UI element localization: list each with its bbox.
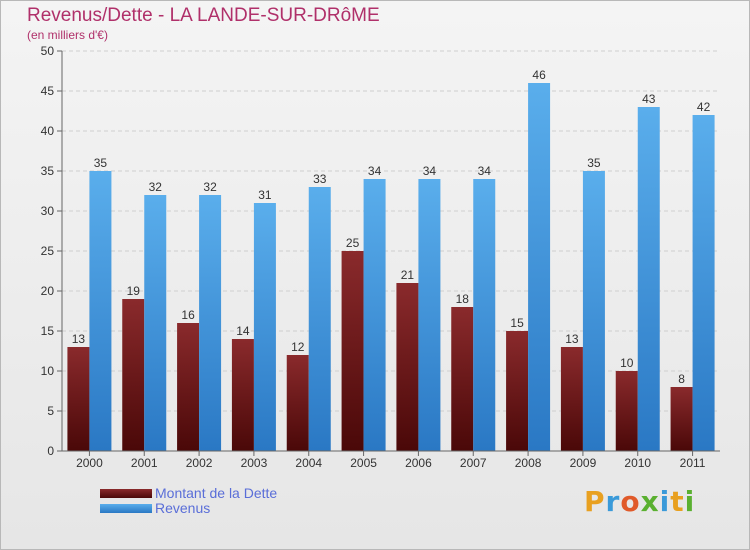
logo-letter: i [684,485,696,518]
y-tick-label: 15 [41,324,55,338]
bar-dette-2008 [506,331,529,451]
y-tick-label: 25 [41,244,55,258]
value-label-revenus: 31 [258,188,272,202]
value-label-dette: 13 [72,332,86,346]
x-tick-label: 2008 [515,456,542,470]
value-label-revenus: 42 [697,100,711,114]
logo-letter: i [659,485,671,518]
x-tick-label: 2000 [76,456,103,470]
value-label-revenus: 43 [642,92,656,106]
bar-dette-2002 [177,323,200,451]
y-tick-label: 30 [41,204,55,218]
bar-revenus-2008 [528,83,551,451]
bar-revenus-2009 [582,171,605,451]
value-label-dette: 25 [346,236,360,250]
bar-revenus-2003 [253,203,276,451]
value-label-dette: 16 [181,308,195,322]
value-label-revenus: 35 [587,156,601,170]
bar-revenus-2011 [692,115,715,451]
legend-label-debt: Montant de la Dette [155,485,278,501]
value-label-revenus: 46 [532,68,546,82]
bar-revenus-2010 [637,107,660,451]
value-label-dette: 13 [565,332,579,346]
bar-dette-2009 [560,347,583,451]
y-tick-label: 40 [41,124,55,138]
y-tick-label: 35 [41,164,55,178]
value-label-dette: 21 [401,268,415,282]
legend-swatch-revenus [100,504,152,513]
value-label-revenus: 33 [313,172,327,186]
value-label-dette: 14 [236,324,250,338]
bar-dette-2001 [122,299,145,451]
value-label-dette: 15 [510,316,524,330]
x-tick-label: 2001 [131,456,158,470]
bar-dette-2007 [451,307,474,451]
value-label-dette: 10 [620,356,634,370]
x-tick-label: 2010 [624,456,651,470]
bar-dette-2003 [231,339,254,451]
value-label-revenus: 32 [149,180,163,194]
y-tick-label: 10 [41,364,55,378]
chart-title: Revenus/Dette - LA LANDE-SUR-DRôME [27,5,380,26]
x-tick-label: 2003 [241,456,268,470]
value-label-revenus: 35 [94,156,108,170]
y-tick-label: 5 [47,404,54,418]
value-label-revenus: 34 [423,164,437,178]
value-label-revenus: 34 [368,164,382,178]
logo-letter: o [620,485,641,518]
bar-dette-2000 [67,347,90,451]
x-tick-label: 2006 [405,456,432,470]
logo-letter: x [640,485,660,518]
value-label-dette: 8 [678,372,685,386]
legend-swatch-debt [100,489,152,498]
bar-revenus-2007 [473,179,496,451]
y-tick-label: 50 [41,44,55,58]
bar-revenus-2004 [308,187,331,451]
x-tick-label: 2004 [295,456,322,470]
bar-revenus-2000 [89,171,112,451]
bar-revenus-2005 [363,179,386,451]
y-tick-label: 20 [41,284,55,298]
logo-letter: t [670,485,685,518]
legend-label-revenus: Revenus [155,500,211,516]
bar-dette-2004 [286,355,309,451]
value-label-dette: 18 [456,292,470,306]
bar-revenus-2006 [418,179,441,451]
x-tick-label: 2002 [186,456,213,470]
bar-dette-2005 [341,251,364,451]
value-label-revenus: 34 [478,164,492,178]
bar-dette-2010 [615,371,638,451]
y-tick-label: 0 [47,444,54,458]
bar-dette-2006 [396,283,419,451]
bar-dette-2011 [670,387,693,451]
value-label-dette: 12 [291,340,305,354]
value-label-revenus: 32 [203,180,217,194]
value-label-dette: 19 [127,284,141,298]
logo-letter: r [605,485,621,518]
x-tick-label: 2005 [350,456,377,470]
bar-revenus-2001 [144,195,167,451]
x-tick-label: 2009 [570,456,597,470]
logo-letter: P [584,485,606,518]
x-tick-label: 2011 [680,456,706,470]
proxiti-logo: Proxiti [584,485,695,518]
bar-revenus-2002 [199,195,222,451]
chart-subtitle: (en milliers d'€) [27,28,108,42]
y-tick-label: 45 [41,84,55,98]
x-tick-label: 2007 [460,456,487,470]
